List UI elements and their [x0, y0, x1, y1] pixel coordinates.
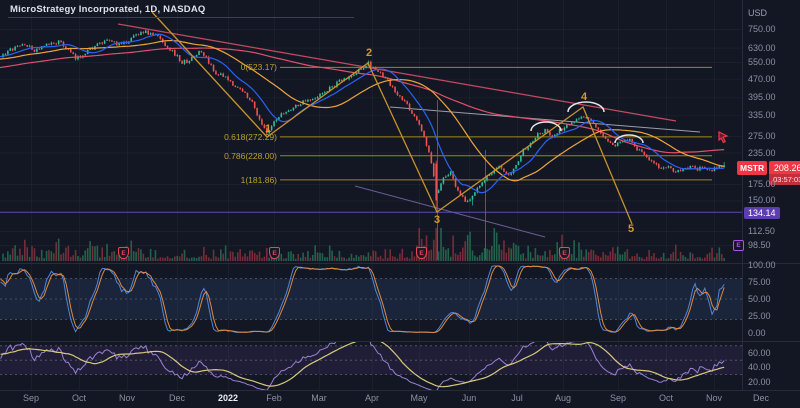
- time-label: 2022: [217, 393, 239, 403]
- time-label: Mar: [311, 393, 327, 403]
- cursor-icon: [716, 131, 729, 149]
- earnings-icon[interactable]: E: [416, 247, 427, 259]
- fib-label[interactable]: 0.786(228.00): [224, 150, 277, 161]
- level-price-badge: 134.14: [744, 207, 780, 219]
- price-tick: 235.00: [748, 147, 776, 158]
- stoch-tick: 25.00: [748, 311, 771, 321]
- price-tick: 750.00: [748, 24, 776, 34]
- bar-countdown: 03:57:03: [769, 174, 800, 185]
- rsi-tick: 60.00: [748, 348, 771, 358]
- time-label: May: [410, 393, 428, 403]
- fib-label[interactable]: 1(181.86): [240, 174, 277, 185]
- time-label: Oct: [658, 393, 674, 403]
- price-tick: 630.00: [748, 42, 776, 53]
- wave-label[interactable]: 5: [627, 223, 635, 235]
- time-label: Aug: [554, 393, 572, 403]
- wave-label[interactable]: 2: [365, 47, 373, 59]
- price-tick: 112.50: [748, 225, 775, 236]
- price-tick: 470.00: [748, 73, 776, 84]
- price-tick: 550.00: [748, 57, 776, 68]
- symbol-badge: MSTR: [737, 161, 768, 175]
- rsi-tick: 20.00: [748, 376, 771, 387]
- wave-label[interactable]: 1: [264, 123, 272, 135]
- price-tick: 395.00: [748, 92, 776, 103]
- stoch-tick: 50.00: [748, 294, 771, 304]
- price-tick: 175.00: [748, 178, 776, 189]
- price-tick: 98.50: [748, 240, 771, 251]
- stoch-tick: 75.00: [748, 277, 771, 287]
- time-label: Feb: [266, 393, 282, 403]
- wave-label[interactable]: 4: [580, 91, 588, 103]
- time-label: Dec: [752, 393, 770, 403]
- time-label: Apr: [364, 393, 380, 403]
- price-badge-group: MSTR 208.26 03:57:03: [737, 161, 800, 185]
- earnings-icon[interactable]: E: [269, 247, 280, 259]
- earnings-icon[interactable]: E: [559, 247, 570, 259]
- stoch-tick: 100.00: [748, 260, 776, 270]
- rsi-tick: 40.00: [748, 362, 771, 373]
- price-tick: 150.00: [748, 195, 776, 206]
- stoch-tick: 0.00: [748, 328, 766, 338]
- fib-label[interactable]: 0.618(272.29): [224, 131, 277, 142]
- header-underline: [8, 17, 354, 18]
- time-label: Sep: [609, 393, 627, 403]
- usd-label: USD: [748, 8, 768, 18]
- price-tick: 335.00: [748, 109, 776, 120]
- symbol-header[interactable]: MicroStrategy Incorporated, 1D, NASDAQ: [10, 4, 206, 15]
- time-label: Sep: [22, 393, 40, 403]
- time-label: Jul: [511, 393, 523, 403]
- upcoming-earnings-icon[interactable]: E: [733, 240, 744, 251]
- time-label: Nov: [118, 393, 136, 403]
- time-label: Nov: [705, 393, 723, 403]
- time-label: Oct: [71, 393, 87, 403]
- time-label: Jun: [461, 393, 477, 403]
- time-label: Dec: [168, 393, 186, 403]
- wave-label[interactable]: 3: [433, 214, 441, 226]
- fib-label[interactable]: 0(523.17): [240, 62, 277, 73]
- earnings-icon[interactable]: E: [118, 247, 129, 259]
- price-tick: 275.00: [748, 130, 776, 141]
- last-price-badge: 208.26: [769, 161, 800, 174]
